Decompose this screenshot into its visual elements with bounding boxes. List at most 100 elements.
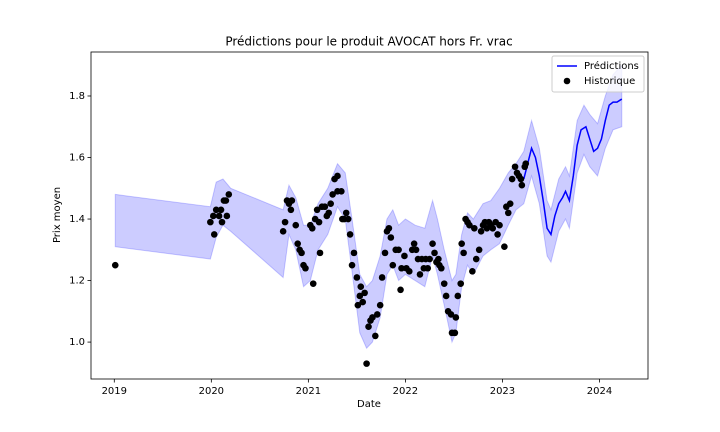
data-point <box>389 261 397 269</box>
data-point <box>209 212 217 220</box>
data-point <box>207 218 214 226</box>
plot-frame <box>90 51 649 380</box>
data-point <box>424 264 432 272</box>
data-point <box>321 203 329 211</box>
data-point <box>350 249 358 257</box>
data-point <box>287 206 295 214</box>
confidence-band <box>114 63 623 350</box>
data-point <box>356 292 364 300</box>
data-point <box>522 160 530 167</box>
data-point <box>426 255 433 263</box>
data-point <box>279 228 287 235</box>
data-point <box>302 264 309 272</box>
data-point <box>431 249 438 257</box>
data-point <box>363 360 370 367</box>
data-point <box>313 206 321 214</box>
data-point <box>460 249 467 257</box>
legend-box <box>551 55 645 93</box>
data-point <box>387 234 395 241</box>
data-point <box>334 172 341 180</box>
data-point <box>372 332 379 340</box>
data-point <box>506 200 514 207</box>
data-point <box>111 261 119 269</box>
x-tick-label: 2024 <box>587 386 612 397</box>
data-point <box>346 231 354 238</box>
data-point <box>292 221 300 229</box>
data-point <box>508 175 516 183</box>
data-point <box>376 301 384 309</box>
data-point <box>281 218 289 226</box>
data-point <box>452 314 460 321</box>
data-point <box>329 191 336 198</box>
data-point <box>397 286 404 294</box>
prediction-line <box>523 98 623 237</box>
plot-area <box>111 63 623 367</box>
data-point <box>469 268 476 275</box>
data-point <box>325 209 333 217</box>
data-point <box>504 209 512 217</box>
data-point <box>517 175 525 183</box>
data-point <box>410 240 418 247</box>
y-tick-label: 1.2 <box>69 276 85 287</box>
legend-label: Historique <box>584 76 635 87</box>
x-tick-label: 2020 <box>199 386 224 397</box>
y-tick-label: 1.0 <box>69 337 85 348</box>
data-point <box>442 292 450 300</box>
y-tick-label: 1.6 <box>69 153 85 164</box>
data-point <box>501 243 508 251</box>
y-tick-label: 1.4 <box>69 214 85 225</box>
legend-label: Prédictions <box>584 60 639 72</box>
data-point <box>454 292 462 300</box>
data-point <box>359 298 367 306</box>
data-point <box>472 255 480 263</box>
data-point <box>518 181 526 189</box>
data-point <box>471 224 478 232</box>
data-point <box>458 240 465 247</box>
data-point <box>315 218 323 226</box>
data-point <box>344 215 352 223</box>
data-point <box>369 314 376 321</box>
y-axis-label: Prix moyen <box>52 187 63 243</box>
data-point <box>438 264 445 272</box>
data-point <box>212 206 220 214</box>
data-point <box>416 271 424 278</box>
data-point <box>361 289 368 297</box>
data-point <box>210 231 218 238</box>
y-tick-label: 1.8 <box>69 91 85 102</box>
chart-title: Prédictions pour le produit AVOCAT hors … <box>225 35 512 49</box>
data-point <box>395 246 402 254</box>
data-point <box>357 283 365 291</box>
data-point <box>477 228 485 235</box>
data-point <box>316 249 324 257</box>
data-point <box>440 280 448 287</box>
data-point <box>511 163 519 171</box>
data-point <box>222 197 230 204</box>
data-point <box>294 240 301 247</box>
data-point <box>215 212 223 220</box>
data-point <box>348 261 356 269</box>
data-point <box>327 200 334 207</box>
data-point <box>308 224 316 232</box>
data-point <box>223 212 231 220</box>
data-point <box>373 311 381 318</box>
data-point <box>489 224 497 232</box>
data-point <box>288 197 296 204</box>
data-point <box>385 224 393 232</box>
data-point <box>378 274 386 281</box>
data-point <box>405 268 413 275</box>
x-tick-label: 2023 <box>490 386 515 397</box>
data-point <box>354 301 362 309</box>
legend-marker <box>563 77 571 85</box>
data-point <box>412 246 420 254</box>
data-point <box>298 249 305 257</box>
data-point <box>338 188 345 195</box>
data-point <box>225 191 233 198</box>
data-point <box>429 240 436 247</box>
data-point <box>451 329 459 337</box>
data-point <box>353 274 361 281</box>
data-point <box>365 323 372 331</box>
data-point <box>475 246 483 254</box>
data-point <box>401 252 408 260</box>
data-point <box>494 231 501 238</box>
